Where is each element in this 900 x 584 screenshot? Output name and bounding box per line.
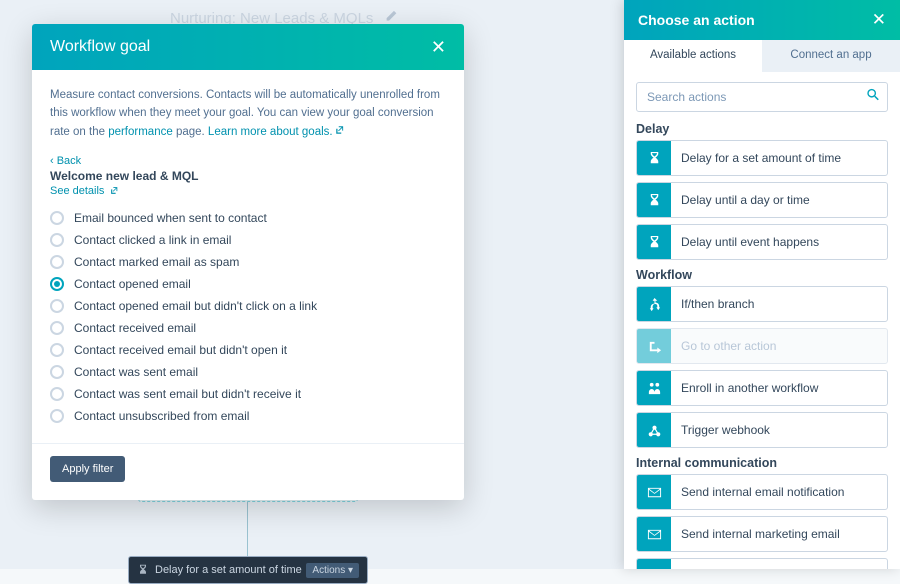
action-item[interactable]: Enroll in another workflow [636, 370, 888, 406]
action-item[interactable]: Trigger webhook [636, 412, 888, 448]
back-link[interactable]: ‹ Back [50, 155, 446, 167]
radio-icon [50, 277, 64, 291]
action-label: If/then branch [671, 297, 764, 311]
panel-title: Choose an action [638, 12, 872, 28]
option-label: Contact unsubscribed from email [74, 409, 249, 423]
action-label: Enroll in another workflow [671, 381, 828, 395]
radio-icon [50, 233, 64, 247]
option-label: Contact was sent email [74, 365, 198, 379]
close-icon[interactable]: ✕ [431, 38, 446, 56]
panel-body: Delay Delay for a set amount of time Delay… [624, 72, 900, 569]
option-label: Contact opened email [74, 277, 191, 291]
radio-icon [50, 299, 64, 313]
options-list: Email bounced when sent to contact Contac… [50, 207, 446, 427]
branch-icon [637, 287, 671, 321]
radio-icon [50, 365, 64, 379]
hourglass-icon [637, 225, 671, 259]
mail-icon [637, 517, 671, 551]
section-title: Delay [636, 122, 888, 136]
see-details-label: See details [50, 185, 104, 197]
goal-option[interactable]: Contact opened email [50, 273, 446, 295]
goal-option[interactable]: Contact was sent email but didn't receiv… [50, 383, 446, 405]
enroll-icon [637, 371, 671, 405]
radio-icon [50, 343, 64, 357]
external-icon [335, 127, 345, 138]
tab-available-actions[interactable]: Available actions [624, 40, 762, 72]
radio-icon [50, 409, 64, 423]
radio-icon [50, 387, 64, 401]
search-wrap [636, 82, 888, 112]
option-label: Email bounced when sent to contact [74, 211, 267, 225]
sms-icon [637, 559, 671, 569]
goal-option[interactable]: Contact clicked a link in email [50, 229, 446, 251]
goal-option[interactable]: Email bounced when sent to contact [50, 207, 446, 229]
desc-text-b: page. [173, 126, 208, 138]
modal-overlay: Workflow goal ✕ Measure contact conversi… [0, 0, 624, 569]
action-label: Go to other action [671, 339, 786, 353]
action-panel: Choose an action ✕ Available actions Con… [624, 0, 900, 569]
action-label: Send internal email notification [671, 485, 854, 499]
group-title: Welcome new lead & MQL [50, 169, 446, 183]
action-item[interactable]: Delay for a set amount of time [636, 140, 888, 176]
action-item[interactable]: Send internal SMS [636, 558, 888, 569]
goal-option[interactable]: Contact opened email but didn't click on… [50, 295, 446, 317]
learn-more-link[interactable]: Learn more about goals. [208, 126, 333, 138]
performance-link[interactable]: performance [108, 126, 173, 138]
action-label: Delay until event happens [671, 235, 829, 249]
action-label: Delay for a set amount of time [671, 151, 851, 165]
section-title: Workflow [636, 268, 888, 282]
radio-icon [50, 255, 64, 269]
action-item[interactable]: Delay until a day or time [636, 182, 888, 218]
tab-connect-app[interactable]: Connect an app [762, 40, 900, 72]
goal-option[interactable]: Contact was sent email [50, 361, 446, 383]
option-label: Contact opened email but didn't click on… [74, 299, 317, 313]
option-label: Contact received email but didn't open i… [74, 343, 287, 357]
hourglass-icon [637, 141, 671, 175]
search-icon [866, 88, 880, 107]
modal-header: Workflow goal ✕ [32, 24, 464, 70]
goal-option[interactable]: Contact unsubscribed from email [50, 405, 446, 427]
search-input[interactable] [636, 82, 888, 112]
modal-body: Measure contact conversions. Contacts wi… [32, 70, 464, 500]
action-item[interactable]: If/then branch [636, 286, 888, 322]
option-label: Contact clicked a link in email [74, 233, 231, 247]
goto-icon [637, 329, 671, 363]
action-item: Go to other action [636, 328, 888, 364]
hourglass-icon [637, 183, 671, 217]
option-label: Contact marked email as spam [74, 255, 239, 269]
mail-icon [637, 475, 671, 509]
action-label: Delay until a day or time [671, 193, 820, 207]
goal-option[interactable]: Contact received email [50, 317, 446, 339]
panel-header: Choose an action ✕ [624, 0, 900, 40]
action-item[interactable]: Delay until event happens [636, 224, 888, 260]
modal-title: Workflow goal [50, 38, 431, 56]
see-details-link[interactable]: See details [50, 185, 119, 197]
radio-icon [50, 321, 64, 335]
goal-option[interactable]: Contact received email but didn't open i… [50, 339, 446, 361]
apply-filter-button[interactable]: Apply filter [50, 456, 125, 482]
option-label: Contact received email [74, 321, 196, 335]
panel-tabs: Available actions Connect an app [624, 40, 900, 72]
webhook-icon [637, 413, 671, 447]
action-label: Trigger webhook [671, 423, 780, 437]
action-item[interactable]: Send internal marketing email [636, 516, 888, 552]
modal-description: Measure contact conversions. Contacts wi… [50, 86, 446, 141]
section-title: Internal communication [636, 456, 888, 470]
workflow-goal-modal: Workflow goal ✕ Measure contact conversi… [32, 24, 464, 500]
close-icon[interactable]: ✕ [872, 10, 886, 30]
action-label: Send internal marketing email [671, 527, 850, 541]
radio-icon [50, 211, 64, 225]
divider [32, 443, 464, 444]
goal-option[interactable]: Contact marked email as spam [50, 251, 446, 273]
action-item[interactable]: Send internal email notification [636, 474, 888, 510]
option-label: Contact was sent email but didn't receiv… [74, 387, 301, 401]
